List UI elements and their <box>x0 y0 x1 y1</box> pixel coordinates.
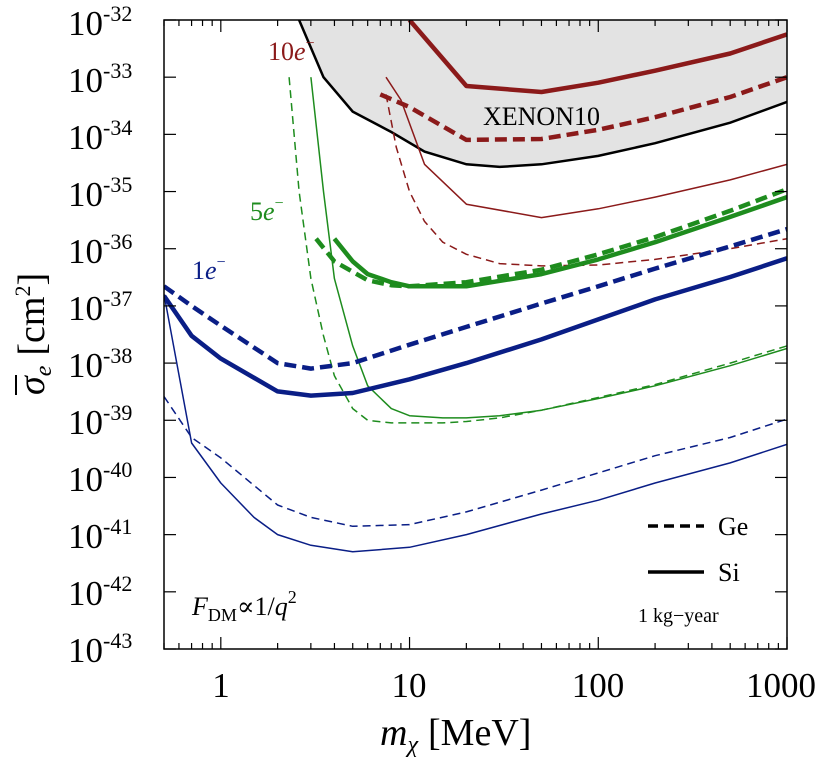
ticks-layer <box>163 19 788 650</box>
label-1-electron: 1e− <box>192 254 226 285</box>
y-tick-label: 10-40 <box>68 457 132 499</box>
y-axis-label-text: σe[cm2] <box>10 273 57 395</box>
y-tick-label: 10-41 <box>68 514 132 556</box>
x-tick-label: 10 <box>392 666 427 705</box>
series-1e-si-thin <box>164 294 787 553</box>
x-tick-labels: 1 10 100 1000 <box>212 666 816 705</box>
series-1e-ge-thin <box>164 396 787 528</box>
y-tick-label: 10-37 <box>68 286 132 328</box>
x-tick-label: 1 <box>212 666 230 705</box>
y-tick-label: 10-43 <box>68 628 132 670</box>
label-5-electrons: 5e− <box>250 195 284 226</box>
series-10e-si-thin <box>385 76 787 219</box>
series-1e-ge-thick <box>164 226 787 371</box>
xenon10-boundary-line <box>297 20 787 169</box>
series-5e-si-thin <box>310 77 787 419</box>
x-tick-label: 1000 <box>746 666 816 705</box>
y-tick-label: 10-38 <box>68 343 132 385</box>
x-axis-label: mχ [MeV] <box>380 712 531 757</box>
y-tick-label: 10-32 <box>68 1 132 43</box>
plot-frame <box>163 19 788 650</box>
y-axis-label: σe[cm2] <box>10 273 57 395</box>
y-tick-label: 10-36 <box>68 229 132 271</box>
legend-label-ge: Ge <box>718 512 748 541</box>
y-tick-labels: 10-32 10-33 10-34 10-35 10-36 10-37 10-3… <box>68 1 132 670</box>
series-10e-si-thick <box>407 20 787 95</box>
series-10e-ge-thick <box>379 75 787 143</box>
y-tick-label: 10-35 <box>68 172 132 214</box>
form-factor-formula: FDM∝1/q2 <box>191 587 297 625</box>
legend: Ge Si 1 kg−year <box>638 512 748 627</box>
xenon10-label: XENON10 <box>483 102 600 131</box>
series-layer <box>164 20 787 553</box>
y-tick-label: 10-42 <box>68 571 132 613</box>
series-10e-ge-thin <box>385 94 787 267</box>
series-5e-ge-thin <box>288 77 787 424</box>
series-5e-ge-thick <box>314 187 787 289</box>
y-tick-label: 10-33 <box>68 58 132 100</box>
legend-label-si: Si <box>718 558 740 587</box>
y-tick-label: 10-39 <box>68 400 132 442</box>
y-tick-label: 10-34 <box>68 115 132 157</box>
series-5e-si-thick <box>332 194 787 289</box>
exposure-label: 1 kg−year <box>638 605 719 627</box>
label-10-electrons: 10e− <box>268 35 315 66</box>
series-1e-si-thick <box>164 256 787 398</box>
x-tick-label: 100 <box>572 666 625 705</box>
